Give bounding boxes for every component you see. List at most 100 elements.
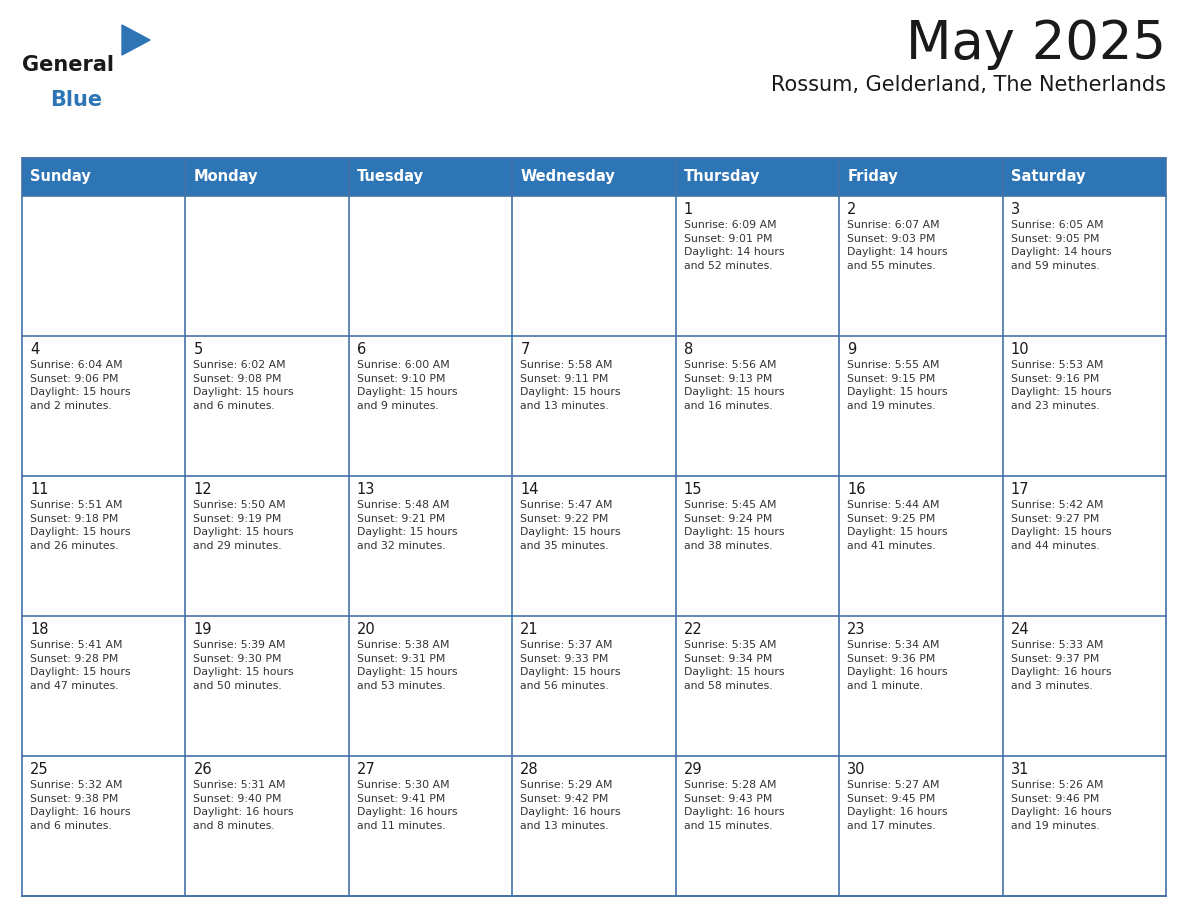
Text: 4: 4 xyxy=(30,342,39,357)
Text: Sunrise: 6:07 AM
Sunset: 9:03 PM
Daylight: 14 hours
and 55 minutes.: Sunrise: 6:07 AM Sunset: 9:03 PM Dayligh… xyxy=(847,220,948,271)
Text: 19: 19 xyxy=(194,622,211,637)
Bar xyxy=(839,336,1003,476)
Text: Sunrise: 6:05 AM
Sunset: 9:05 PM
Daylight: 14 hours
and 59 minutes.: Sunrise: 6:05 AM Sunset: 9:05 PM Dayligh… xyxy=(1011,220,1111,271)
Text: Sunrise: 5:41 AM
Sunset: 9:28 PM
Daylight: 15 hours
and 47 minutes.: Sunrise: 5:41 AM Sunset: 9:28 PM Dayligh… xyxy=(30,640,131,691)
Text: 28: 28 xyxy=(520,762,539,777)
Text: Sunrise: 5:44 AM
Sunset: 9:25 PM
Daylight: 15 hours
and 41 minutes.: Sunrise: 5:44 AM Sunset: 9:25 PM Dayligh… xyxy=(847,500,948,551)
Bar xyxy=(512,336,676,476)
Text: Sunrise: 5:42 AM
Sunset: 9:27 PM
Daylight: 15 hours
and 44 minutes.: Sunrise: 5:42 AM Sunset: 9:27 PM Dayligh… xyxy=(1011,500,1111,551)
Text: Sunrise: 5:34 AM
Sunset: 9:36 PM
Daylight: 16 hours
and 1 minute.: Sunrise: 5:34 AM Sunset: 9:36 PM Dayligh… xyxy=(847,640,948,691)
Text: 30: 30 xyxy=(847,762,866,777)
Text: Sunrise: 5:27 AM
Sunset: 9:45 PM
Daylight: 16 hours
and 17 minutes.: Sunrise: 5:27 AM Sunset: 9:45 PM Dayligh… xyxy=(847,780,948,831)
Text: Sunrise: 5:56 AM
Sunset: 9:13 PM
Daylight: 15 hours
and 16 minutes.: Sunrise: 5:56 AM Sunset: 9:13 PM Dayligh… xyxy=(684,360,784,410)
Text: Thursday: Thursday xyxy=(684,170,760,185)
Text: 25: 25 xyxy=(30,762,49,777)
Bar xyxy=(676,616,839,756)
Text: Sunrise: 5:33 AM
Sunset: 9:37 PM
Daylight: 16 hours
and 3 minutes.: Sunrise: 5:33 AM Sunset: 9:37 PM Dayligh… xyxy=(1011,640,1111,691)
Bar xyxy=(839,196,1003,336)
Bar xyxy=(676,336,839,476)
Text: Sunrise: 5:53 AM
Sunset: 9:16 PM
Daylight: 15 hours
and 23 minutes.: Sunrise: 5:53 AM Sunset: 9:16 PM Dayligh… xyxy=(1011,360,1111,410)
Text: 10: 10 xyxy=(1011,342,1029,357)
Text: Sunrise: 5:26 AM
Sunset: 9:46 PM
Daylight: 16 hours
and 19 minutes.: Sunrise: 5:26 AM Sunset: 9:46 PM Dayligh… xyxy=(1011,780,1111,831)
Text: Monday: Monday xyxy=(194,170,258,185)
Bar xyxy=(185,336,349,476)
Text: Friday: Friday xyxy=(847,170,898,185)
Text: Sunrise: 5:50 AM
Sunset: 9:19 PM
Daylight: 15 hours
and 29 minutes.: Sunrise: 5:50 AM Sunset: 9:19 PM Dayligh… xyxy=(194,500,293,551)
Text: Rossum, Gelderland, The Netherlands: Rossum, Gelderland, The Netherlands xyxy=(771,75,1165,95)
Text: Sunrise: 6:00 AM
Sunset: 9:10 PM
Daylight: 15 hours
and 9 minutes.: Sunrise: 6:00 AM Sunset: 9:10 PM Dayligh… xyxy=(356,360,457,410)
Bar xyxy=(23,476,185,616)
Text: Sunrise: 5:39 AM
Sunset: 9:30 PM
Daylight: 15 hours
and 50 minutes.: Sunrise: 5:39 AM Sunset: 9:30 PM Dayligh… xyxy=(194,640,293,691)
Bar xyxy=(512,616,676,756)
Text: 24: 24 xyxy=(1011,622,1029,637)
Bar xyxy=(1003,616,1165,756)
Text: Sunrise: 5:48 AM
Sunset: 9:21 PM
Daylight: 15 hours
and 32 minutes.: Sunrise: 5:48 AM Sunset: 9:21 PM Dayligh… xyxy=(356,500,457,551)
Text: Sunrise: 5:38 AM
Sunset: 9:31 PM
Daylight: 15 hours
and 53 minutes.: Sunrise: 5:38 AM Sunset: 9:31 PM Dayligh… xyxy=(356,640,457,691)
Bar xyxy=(23,616,185,756)
Bar xyxy=(23,336,185,476)
Text: Sunday: Sunday xyxy=(30,170,90,185)
Text: Sunrise: 6:04 AM
Sunset: 9:06 PM
Daylight: 15 hours
and 2 minutes.: Sunrise: 6:04 AM Sunset: 9:06 PM Dayligh… xyxy=(30,360,131,410)
Bar xyxy=(512,476,676,616)
Bar xyxy=(1003,476,1165,616)
Bar xyxy=(349,756,512,896)
Bar xyxy=(349,196,512,336)
Text: Sunrise: 5:35 AM
Sunset: 9:34 PM
Daylight: 15 hours
and 58 minutes.: Sunrise: 5:35 AM Sunset: 9:34 PM Dayligh… xyxy=(684,640,784,691)
Bar xyxy=(349,476,512,616)
Text: Sunrise: 5:51 AM
Sunset: 9:18 PM
Daylight: 15 hours
and 26 minutes.: Sunrise: 5:51 AM Sunset: 9:18 PM Dayligh… xyxy=(30,500,131,551)
Text: 29: 29 xyxy=(684,762,702,777)
Bar xyxy=(676,196,839,336)
Bar xyxy=(185,196,349,336)
Text: Sunrise: 6:09 AM
Sunset: 9:01 PM
Daylight: 14 hours
and 52 minutes.: Sunrise: 6:09 AM Sunset: 9:01 PM Dayligh… xyxy=(684,220,784,271)
Text: Sunrise: 5:47 AM
Sunset: 9:22 PM
Daylight: 15 hours
and 35 minutes.: Sunrise: 5:47 AM Sunset: 9:22 PM Dayligh… xyxy=(520,500,621,551)
Text: Sunrise: 5:29 AM
Sunset: 9:42 PM
Daylight: 16 hours
and 13 minutes.: Sunrise: 5:29 AM Sunset: 9:42 PM Dayligh… xyxy=(520,780,621,831)
Text: 17: 17 xyxy=(1011,482,1029,497)
Polygon shape xyxy=(122,25,150,55)
Bar xyxy=(1003,756,1165,896)
Text: 26: 26 xyxy=(194,762,211,777)
Bar xyxy=(839,616,1003,756)
Bar xyxy=(23,756,185,896)
Text: Saturday: Saturday xyxy=(1011,170,1085,185)
Text: General: General xyxy=(23,55,114,75)
Text: 1: 1 xyxy=(684,202,693,217)
Text: Blue: Blue xyxy=(50,90,102,110)
Text: Sunrise: 6:02 AM
Sunset: 9:08 PM
Daylight: 15 hours
and 6 minutes.: Sunrise: 6:02 AM Sunset: 9:08 PM Dayligh… xyxy=(194,360,293,410)
Text: 5: 5 xyxy=(194,342,203,357)
Bar xyxy=(23,196,185,336)
Bar xyxy=(839,476,1003,616)
Text: 9: 9 xyxy=(847,342,857,357)
Text: 11: 11 xyxy=(30,482,49,497)
Text: 6: 6 xyxy=(356,342,366,357)
Bar xyxy=(512,196,676,336)
Bar xyxy=(185,616,349,756)
Text: 7: 7 xyxy=(520,342,530,357)
Text: Sunrise: 5:30 AM
Sunset: 9:41 PM
Daylight: 16 hours
and 11 minutes.: Sunrise: 5:30 AM Sunset: 9:41 PM Dayligh… xyxy=(356,780,457,831)
Text: 18: 18 xyxy=(30,622,49,637)
Bar xyxy=(1003,196,1165,336)
Text: 27: 27 xyxy=(356,762,375,777)
Text: 20: 20 xyxy=(356,622,375,637)
Bar xyxy=(1003,336,1165,476)
Text: 21: 21 xyxy=(520,622,539,637)
Text: May 2025: May 2025 xyxy=(906,18,1165,70)
Text: 8: 8 xyxy=(684,342,693,357)
Text: 31: 31 xyxy=(1011,762,1029,777)
Text: 2: 2 xyxy=(847,202,857,217)
Text: Tuesday: Tuesday xyxy=(356,170,424,185)
Text: 12: 12 xyxy=(194,482,211,497)
Text: Wednesday: Wednesday xyxy=(520,170,615,185)
Bar xyxy=(676,476,839,616)
Text: 16: 16 xyxy=(847,482,866,497)
Bar xyxy=(676,756,839,896)
Text: 22: 22 xyxy=(684,622,702,637)
Text: Sunrise: 5:55 AM
Sunset: 9:15 PM
Daylight: 15 hours
and 19 minutes.: Sunrise: 5:55 AM Sunset: 9:15 PM Dayligh… xyxy=(847,360,948,410)
Text: 13: 13 xyxy=(356,482,375,497)
Bar xyxy=(23,158,1165,196)
Text: Sunrise: 5:37 AM
Sunset: 9:33 PM
Daylight: 15 hours
and 56 minutes.: Sunrise: 5:37 AM Sunset: 9:33 PM Dayligh… xyxy=(520,640,621,691)
Bar xyxy=(839,756,1003,896)
Text: 14: 14 xyxy=(520,482,539,497)
Text: 23: 23 xyxy=(847,622,866,637)
Bar xyxy=(349,336,512,476)
Text: 15: 15 xyxy=(684,482,702,497)
